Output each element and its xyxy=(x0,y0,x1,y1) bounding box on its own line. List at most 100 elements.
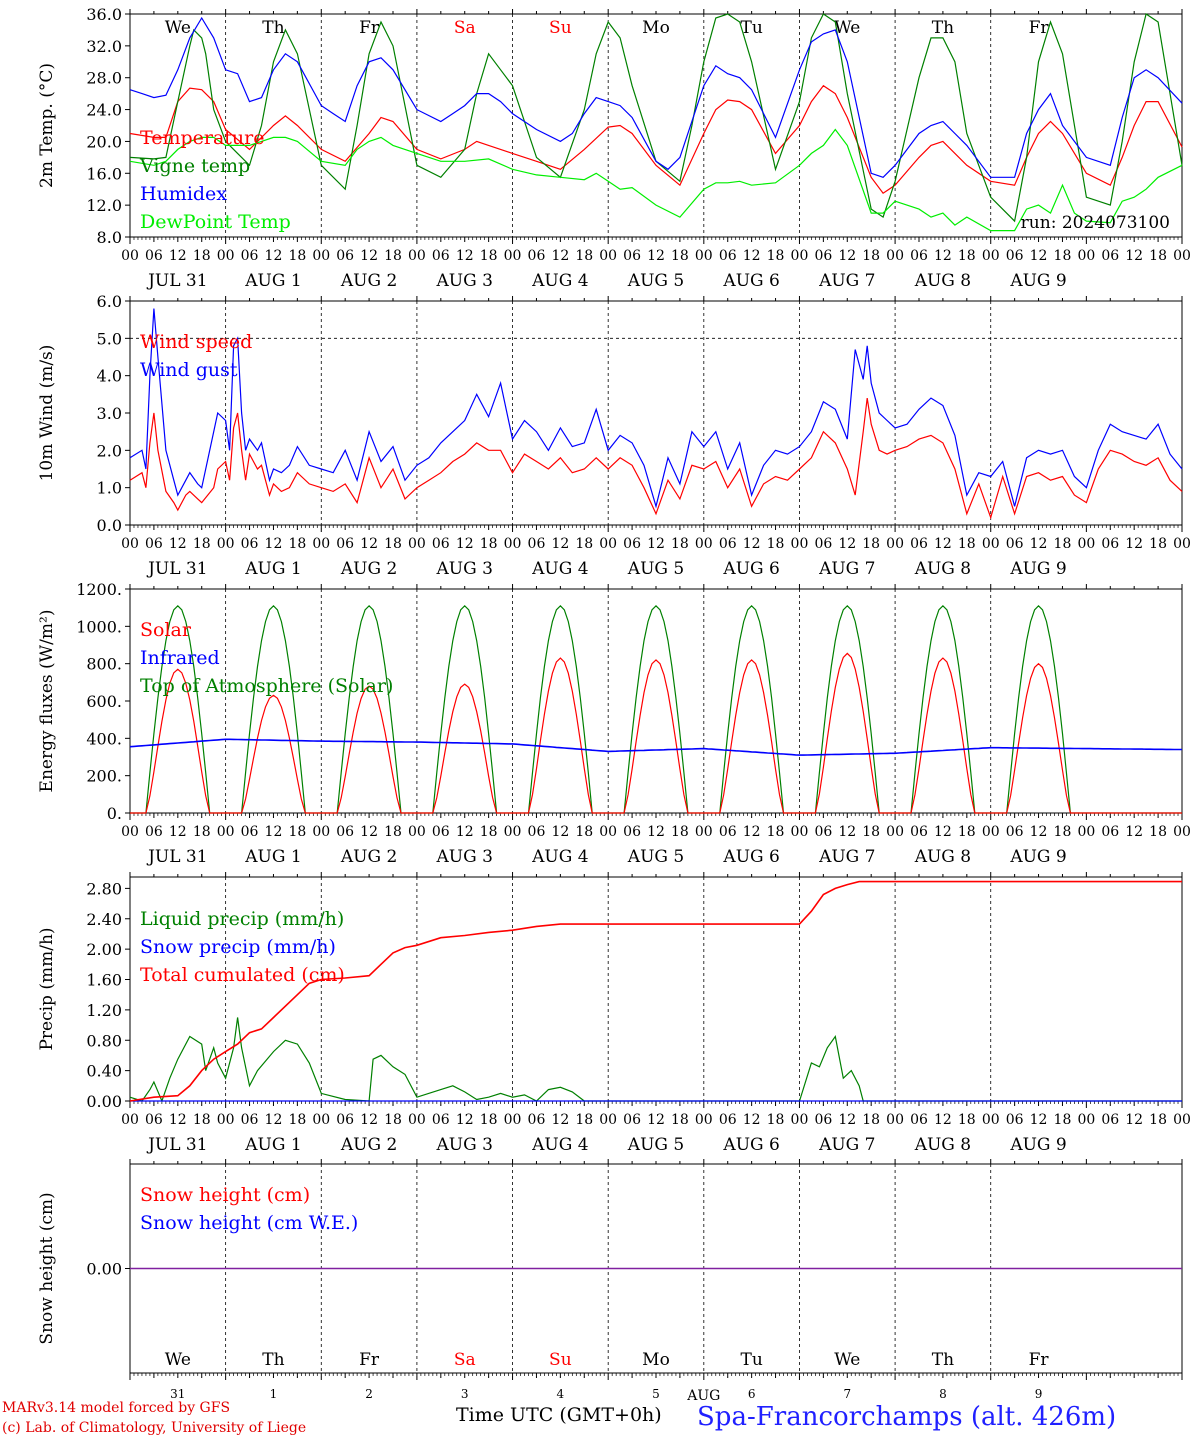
hour-tick-label: 18 xyxy=(862,1112,880,1128)
series-line xyxy=(129,308,1183,509)
panel-4-ylabel: Precip (mm/h) xyxy=(37,927,57,1050)
legend-entry: Infrared xyxy=(140,647,220,669)
weekday-label-bottom: Th xyxy=(932,1350,954,1370)
y-tick-label: 2.0 xyxy=(97,441,122,460)
y-tick-label: 20.0 xyxy=(86,132,122,151)
hour-tick-label: 12 xyxy=(1030,248,1048,264)
footer-time-axis-label: Time UTC (GMT+0h) xyxy=(456,1404,662,1426)
bottom-month-label: AUG xyxy=(686,1388,720,1404)
hour-tick-label: 18 xyxy=(1054,1112,1072,1128)
day-label: AUG 1 xyxy=(244,847,301,867)
hour-tick-label: 18 xyxy=(671,824,689,840)
bottom-day-number: 7 xyxy=(843,1387,851,1401)
hour-tick-label: 12 xyxy=(647,248,665,264)
hour-tick-label: 18 xyxy=(767,248,785,264)
weekday-label-top: Th xyxy=(262,18,284,38)
hour-tick-label: 06 xyxy=(1101,824,1119,840)
hour-tick-label: 06 xyxy=(623,536,641,552)
hour-tick-label: 12 xyxy=(838,824,856,840)
hour-tick-label: 12 xyxy=(838,536,856,552)
hour-tick-label: 18 xyxy=(384,1112,402,1128)
panel-5-ylabel: Snow height (cm) xyxy=(37,1192,57,1344)
y-tick-label: 800. xyxy=(86,655,122,674)
hour-tick-label: 12 xyxy=(743,824,761,840)
hour-tick-label: 00 xyxy=(408,1112,426,1128)
hour-tick-label: 06 xyxy=(145,248,163,264)
hour-tick-label: 18 xyxy=(958,248,976,264)
hour-tick-label: 12 xyxy=(647,1112,665,1128)
hour-tick-label: 06 xyxy=(623,824,641,840)
day-label: JUL 31 xyxy=(146,847,207,867)
hour-tick-label: 18 xyxy=(384,824,402,840)
series-line xyxy=(129,84,1183,195)
hour-tick-label: 06 xyxy=(432,536,450,552)
hour-tick-label: 18 xyxy=(288,1112,306,1128)
hour-tick-label: 18 xyxy=(288,536,306,552)
day-label: AUG 1 xyxy=(244,559,301,579)
y-tick-label: 2.40 xyxy=(86,910,122,929)
day-label: AUG 3 xyxy=(436,847,493,867)
hour-tick-label: 00 xyxy=(791,536,809,552)
hour-tick-label: 12 xyxy=(743,1112,761,1128)
y-tick-label: 0.0 xyxy=(97,516,122,535)
hour-tick-label: 06 xyxy=(719,1112,737,1128)
hour-tick-label: 06 xyxy=(432,248,450,264)
y-tick-label: 200. xyxy=(86,767,122,786)
legend-entry: Solar xyxy=(140,619,192,641)
day-label: AUG 6 xyxy=(722,271,779,291)
hour-tick-label: 12 xyxy=(647,536,665,552)
hour-tick-label: 00 xyxy=(121,248,139,264)
hour-tick-label: 00 xyxy=(1173,1112,1191,1128)
hour-tick-label: 00 xyxy=(217,1112,235,1128)
series-line xyxy=(129,16,1183,178)
hour-tick-label: 18 xyxy=(575,1112,593,1128)
hour-tick-label: 12 xyxy=(1030,1112,1048,1128)
weekday-label-top: We xyxy=(834,18,860,38)
day-label: AUG 1 xyxy=(244,271,301,291)
hour-tick-label: 18 xyxy=(671,536,689,552)
panel-2-frame xyxy=(129,300,1183,526)
day-label: AUG 5 xyxy=(627,559,684,579)
hour-tick-label: 00 xyxy=(886,536,904,552)
hour-tick-label: 12 xyxy=(456,824,474,840)
hour-tick-label: 00 xyxy=(408,248,426,264)
panel-2-ylabel: 10m Wind (m/s) xyxy=(37,345,57,482)
hour-tick-label: 00 xyxy=(1077,248,1095,264)
bottom-day-number: 8 xyxy=(939,1387,947,1401)
hour-tick-label: 00 xyxy=(408,536,426,552)
hour-tick-label: 00 xyxy=(121,536,139,552)
hour-tick-label: 18 xyxy=(480,536,498,552)
panel-3-ylabel: Energy fluxes (W/m²) xyxy=(37,610,57,793)
panel-1-ylabel: 2m Temp. (°C) xyxy=(37,63,57,188)
hour-tick-label: 00 xyxy=(504,1112,522,1128)
hour-tick-label: 18 xyxy=(575,824,593,840)
day-label: AUG 9 xyxy=(1009,847,1066,867)
day-label: AUG 9 xyxy=(1009,1135,1066,1155)
hour-tick-label: 06 xyxy=(241,824,259,840)
hour-tick-label: 12 xyxy=(838,1112,856,1128)
hour-tick-label: 00 xyxy=(982,536,1000,552)
hour-tick-label: 00 xyxy=(982,1112,1000,1128)
y-tick-label: 28.0 xyxy=(86,69,122,88)
hour-tick-label: 18 xyxy=(767,1112,785,1128)
day-label: AUG 7 xyxy=(818,847,875,867)
hour-tick-label: 00 xyxy=(312,824,330,840)
hour-tick-label: 12 xyxy=(934,536,952,552)
day-label: AUG 2 xyxy=(340,847,397,867)
hour-tick-label: 06 xyxy=(1101,536,1119,552)
day-label: AUG 9 xyxy=(1009,559,1066,579)
hour-tick-label: 00 xyxy=(312,1112,330,1128)
day-label: JUL 31 xyxy=(146,559,207,579)
hour-tick-label: 00 xyxy=(791,248,809,264)
hour-tick-label: 00 xyxy=(791,824,809,840)
weekday-label-top: Su xyxy=(549,18,572,38)
legend-entry: Liquid precip (mm/h) xyxy=(140,908,344,930)
y-tick-label: 1.20 xyxy=(86,1001,122,1020)
series-line xyxy=(130,652,1182,814)
hour-tick-label: 00 xyxy=(408,824,426,840)
y-tick-label: 1200. xyxy=(76,580,122,599)
legend-entry: DewPoint Temp xyxy=(140,211,291,233)
legend-entry: Humidex xyxy=(140,183,227,205)
hour-tick-label: 18 xyxy=(384,536,402,552)
